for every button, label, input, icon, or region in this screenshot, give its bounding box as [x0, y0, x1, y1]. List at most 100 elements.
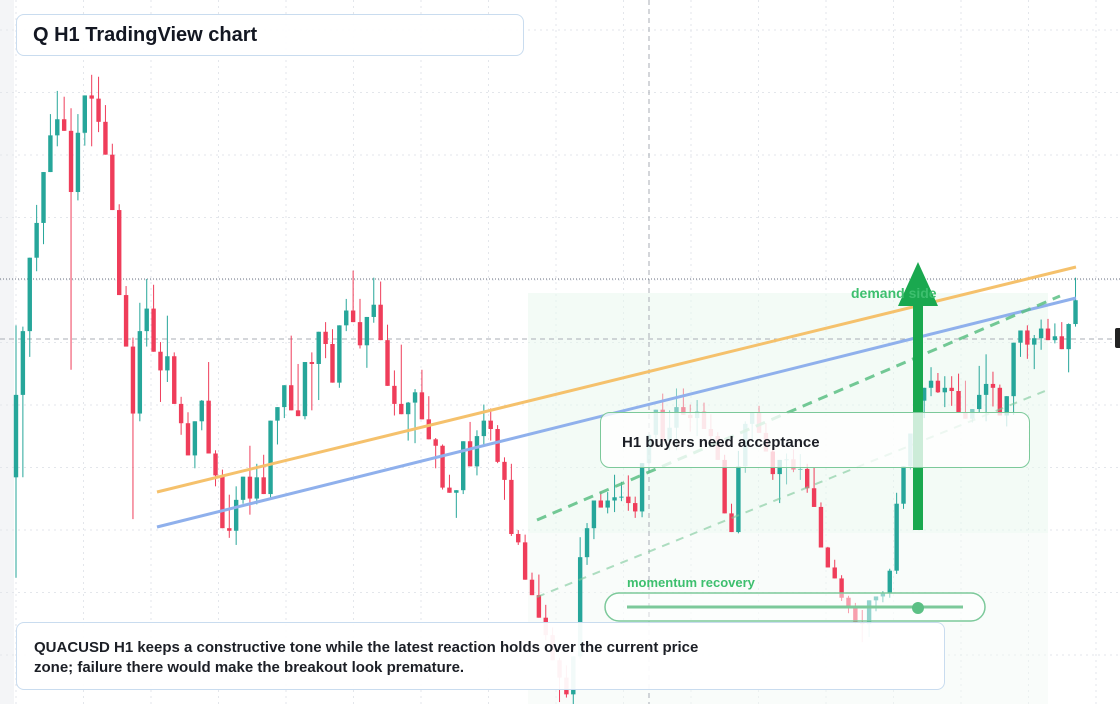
analysis-note: QUACUSD H1 keeps a constructive tone whi… [16, 622, 945, 690]
candle-body [433, 439, 438, 446]
candle-body [371, 304, 376, 317]
candle [323, 322, 328, 359]
candle [192, 421, 198, 469]
candle-body [185, 423, 191, 456]
candle [626, 475, 631, 511]
acceptance-callout[interactable]: H1 buyers need acceptance [600, 412, 1030, 468]
candle [584, 523, 590, 565]
candle [949, 376, 954, 406]
candle-body [357, 322, 363, 346]
candle-body [942, 387, 947, 393]
candle-body [577, 557, 583, 657]
candle [213, 450, 218, 487]
candle-body [330, 344, 335, 383]
candle [137, 302, 143, 422]
candle [516, 530, 521, 545]
candle-body [309, 362, 315, 364]
candle-body [192, 421, 198, 456]
candle-body [447, 487, 452, 493]
candle-body [68, 130, 74, 193]
candle [227, 494, 232, 538]
candle-body [1018, 330, 1023, 343]
candle-body [206, 400, 211, 454]
candle [454, 490, 459, 518]
candle-body [949, 387, 954, 392]
candle [1045, 318, 1051, 341]
candle [832, 559, 837, 579]
candle-body [41, 172, 46, 223]
candle-body [805, 468, 810, 489]
candle-body [474, 436, 480, 467]
candle-body [729, 513, 734, 533]
candle [729, 503, 734, 533]
candle [130, 337, 136, 520]
candle [316, 331, 321, 401]
candle [956, 373, 961, 413]
candle [681, 388, 686, 415]
candle-body [639, 463, 645, 512]
candle [1025, 325, 1030, 359]
green-dashed-channel-lower [536, 388, 1051, 598]
candle [894, 492, 899, 574]
candle-body [82, 95, 87, 133]
candle-body [289, 385, 294, 411]
candle-body [103, 121, 108, 155]
candle [268, 420, 273, 499]
candle [89, 74, 94, 147]
last-price-tag [1115, 328, 1120, 348]
candle [942, 376, 947, 408]
candle [254, 463, 259, 505]
candle [935, 372, 941, 393]
candle-body [681, 407, 686, 415]
candle [433, 438, 438, 469]
candle-body [798, 468, 803, 470]
candle [172, 352, 177, 404]
candle [178, 396, 184, 435]
candle-body [722, 459, 727, 514]
candle-body [172, 356, 177, 404]
candle-body [516, 533, 521, 543]
candle-body [199, 400, 204, 422]
candle [474, 430, 480, 476]
candle [825, 546, 831, 568]
candle-body [227, 528, 232, 531]
candle-body [818, 506, 824, 548]
candle-body [350, 310, 356, 323]
candle [48, 114, 53, 173]
candle [151, 284, 156, 352]
candle-body [144, 308, 149, 332]
candle-body [1011, 342, 1016, 397]
candle [591, 500, 597, 540]
candle [96, 76, 101, 133]
candle [344, 298, 349, 332]
candle [811, 467, 817, 507]
candle-body [110, 154, 115, 211]
candle-body [529, 579, 535, 596]
candle-body [75, 132, 81, 193]
candle-body [605, 500, 610, 508]
candle-body [254, 477, 259, 499]
candle [117, 204, 122, 296]
candle-body [385, 340, 390, 386]
candle-body [364, 316, 370, 346]
candle-body [178, 403, 184, 424]
candle-body [13, 394, 19, 478]
demand-arrow-head [898, 262, 938, 306]
candle-body [426, 419, 431, 440]
candle-body [61, 119, 67, 131]
candle [1018, 330, 1023, 357]
candle-body [378, 304, 383, 341]
candle-body [839, 578, 844, 598]
candle-body [261, 477, 266, 495]
candle-body [344, 310, 349, 326]
candle [158, 342, 163, 402]
candle-body [935, 380, 941, 393]
candle-body [461, 441, 466, 491]
candle [502, 457, 507, 500]
candle [220, 469, 225, 529]
candle-body [1052, 336, 1058, 341]
candle [928, 367, 934, 397]
candle [488, 408, 493, 441]
candle-body [34, 222, 39, 258]
